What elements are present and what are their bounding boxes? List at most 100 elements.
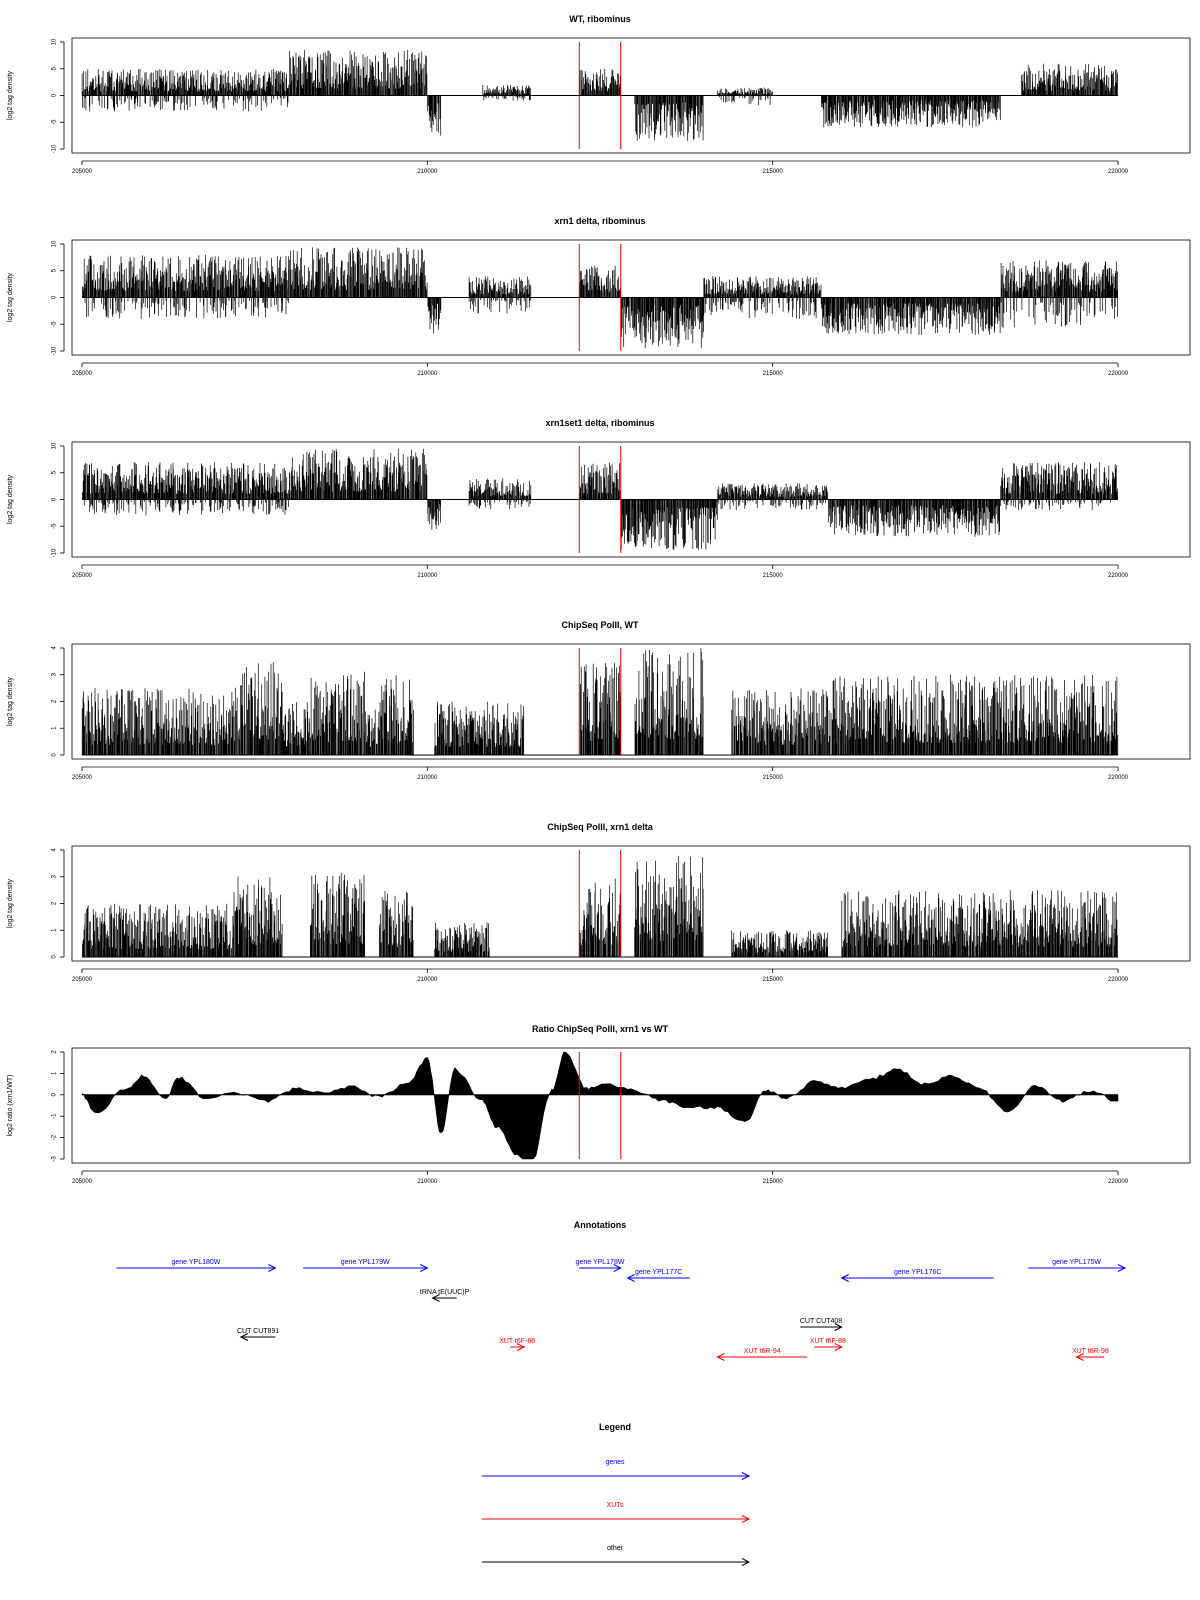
feature-arrow-head bbox=[1075, 1353, 1084, 1361]
feature-label: gene YPL177C bbox=[635, 1269, 682, 1276]
density-bar-group bbox=[827, 674, 1119, 755]
density-bar-group bbox=[233, 876, 283, 957]
y-axis-label: log2 tag density bbox=[7, 70, 14, 120]
y-axis-label: log2 ratio (xrn1/WT) bbox=[7, 1075, 14, 1137]
y-tick-label: 0 bbox=[52, 753, 58, 757]
track-title: ChipSeq PolII, WT bbox=[562, 620, 639, 630]
feature-label: XUT t6F-86 bbox=[499, 1338, 535, 1345]
plot-frame bbox=[71, 37, 1191, 154]
annotations-title: Annotations bbox=[574, 1220, 627, 1230]
density-bar-group bbox=[310, 872, 365, 957]
feature-label: gene YPL179W bbox=[341, 1259, 390, 1266]
legend-item: XUTs bbox=[482, 1502, 751, 1523]
density-bar-group bbox=[634, 855, 704, 957]
y-tick-label: -1 bbox=[52, 1113, 58, 1119]
annotation-feature: tRNA tE(UUC)P bbox=[420, 1289, 470, 1302]
x-tick-label: 220000 bbox=[1108, 371, 1129, 377]
y-tick-label: 0 bbox=[52, 1092, 58, 1096]
y-tick-label: 0 bbox=[52, 497, 58, 501]
track-title: xrn1set1 delta, ribominus bbox=[545, 418, 654, 428]
feature-arrow-head bbox=[431, 1294, 440, 1302]
annotation-feature: CUT CUT408 bbox=[800, 1318, 843, 1331]
legend-label: other bbox=[607, 1545, 624, 1552]
density-bar-group bbox=[579, 462, 621, 500]
x-tick-label: 210000 bbox=[417, 573, 438, 579]
density-bar-group bbox=[427, 95, 442, 136]
feature-label: gene YPL176C bbox=[894, 1269, 941, 1276]
plot-frame bbox=[71, 643, 1191, 760]
x-tick-label: 215000 bbox=[763, 977, 784, 983]
density-bar-group bbox=[717, 87, 773, 106]
density-bar-group bbox=[289, 448, 428, 500]
x-tick-label: 215000 bbox=[763, 1179, 784, 1185]
legend-arrow-head bbox=[741, 1558, 751, 1566]
legend-label: XUTs bbox=[607, 1502, 624, 1509]
density-bar-group bbox=[468, 478, 532, 510]
density-bar-group bbox=[282, 702, 310, 755]
x-tick-label: 205000 bbox=[72, 169, 93, 175]
plot-frame bbox=[71, 441, 1191, 558]
x-tick-label: 215000 bbox=[763, 775, 784, 781]
density-bar-group bbox=[579, 878, 621, 957]
annotation-feature: gene YPL175W bbox=[1028, 1259, 1127, 1272]
plot-frame bbox=[71, 1047, 1191, 1164]
track-title: WT, ribominus bbox=[569, 14, 631, 24]
y-tick-label: -2 bbox=[52, 1134, 58, 1140]
feature-label: CUT CUT408 bbox=[800, 1318, 842, 1325]
annotation-feature: gene YPL176C bbox=[840, 1269, 994, 1282]
feature-arrow-head bbox=[268, 1264, 277, 1272]
density-bar-group bbox=[820, 297, 1001, 335]
density-bar-group bbox=[620, 297, 704, 349]
x-tick-label: 210000 bbox=[417, 169, 438, 175]
y-tick-label: -10 bbox=[52, 346, 58, 355]
track-title: ChipSeq PolII, xrn1 delta bbox=[547, 822, 654, 832]
density-bar-group bbox=[81, 688, 235, 755]
x-tick-label: 210000 bbox=[417, 371, 438, 377]
x-tick-label: 220000 bbox=[1108, 169, 1129, 175]
x-tick-label: 205000 bbox=[72, 371, 93, 377]
annotation-feature: XUT t6F-86 bbox=[499, 1338, 535, 1351]
y-tick-label: 2 bbox=[52, 901, 58, 905]
feature-label: gene YPL180W bbox=[171, 1259, 220, 1266]
x-tick-label: 220000 bbox=[1108, 1179, 1129, 1185]
legend-arrow-head bbox=[741, 1472, 751, 1480]
feature-label: CUT CUT891 bbox=[237, 1328, 279, 1335]
x-tick-label: 205000 bbox=[72, 775, 93, 781]
annotation-feature: gene YPL177C bbox=[626, 1269, 690, 1282]
x-tick-label: 215000 bbox=[763, 169, 784, 175]
y-tick-label: 5 bbox=[52, 66, 58, 70]
annotation-feature: gene YPL178W bbox=[576, 1259, 625, 1272]
feature-arrow-head bbox=[626, 1274, 635, 1282]
density-bar-group bbox=[1000, 462, 1118, 511]
track-title: Ratio ChipSeq PolII, xrn1 vs WT bbox=[532, 1024, 669, 1034]
feature-label: XUT t6R-94 bbox=[744, 1348, 781, 1355]
density-bar-group bbox=[634, 648, 704, 755]
density-bar-group bbox=[620, 499, 718, 550]
density-bar-group bbox=[82, 462, 290, 516]
density-bar-group bbox=[717, 483, 829, 511]
y-tick-label: 1 bbox=[52, 928, 58, 932]
annotation-feature: gene YPL180W bbox=[116, 1259, 277, 1272]
y-tick-label: -10 bbox=[52, 144, 58, 153]
density-bar-group bbox=[482, 84, 531, 101]
feature-label: XUT t6R-98 bbox=[1072, 1348, 1109, 1355]
x-tick-label: 220000 bbox=[1108, 573, 1129, 579]
x-tick-label: 215000 bbox=[763, 371, 784, 377]
density-bar-group bbox=[233, 662, 283, 755]
x-tick-label: 210000 bbox=[417, 977, 438, 983]
legend-title: Legend bbox=[599, 1422, 631, 1432]
density-bar-group bbox=[379, 675, 414, 755]
density-bar-group bbox=[289, 50, 428, 96]
annotation-feature: gene YPL179W bbox=[303, 1259, 429, 1272]
density-bar-group bbox=[433, 922, 490, 957]
feature-label: gene YPL178W bbox=[576, 1259, 625, 1266]
legend-item: other bbox=[482, 1545, 751, 1566]
x-tick-label: 210000 bbox=[417, 775, 438, 781]
y-tick-label: -5 bbox=[52, 119, 58, 125]
y-tick-label: 4 bbox=[52, 646, 58, 650]
feature-label: gene YPL175W bbox=[1052, 1259, 1101, 1266]
track-panel: xrn1 delta, ribominus -10 -5 0 5 10 log2 tag d… bbox=[7, 216, 1191, 377]
y-tick-label: 0 bbox=[52, 295, 58, 299]
